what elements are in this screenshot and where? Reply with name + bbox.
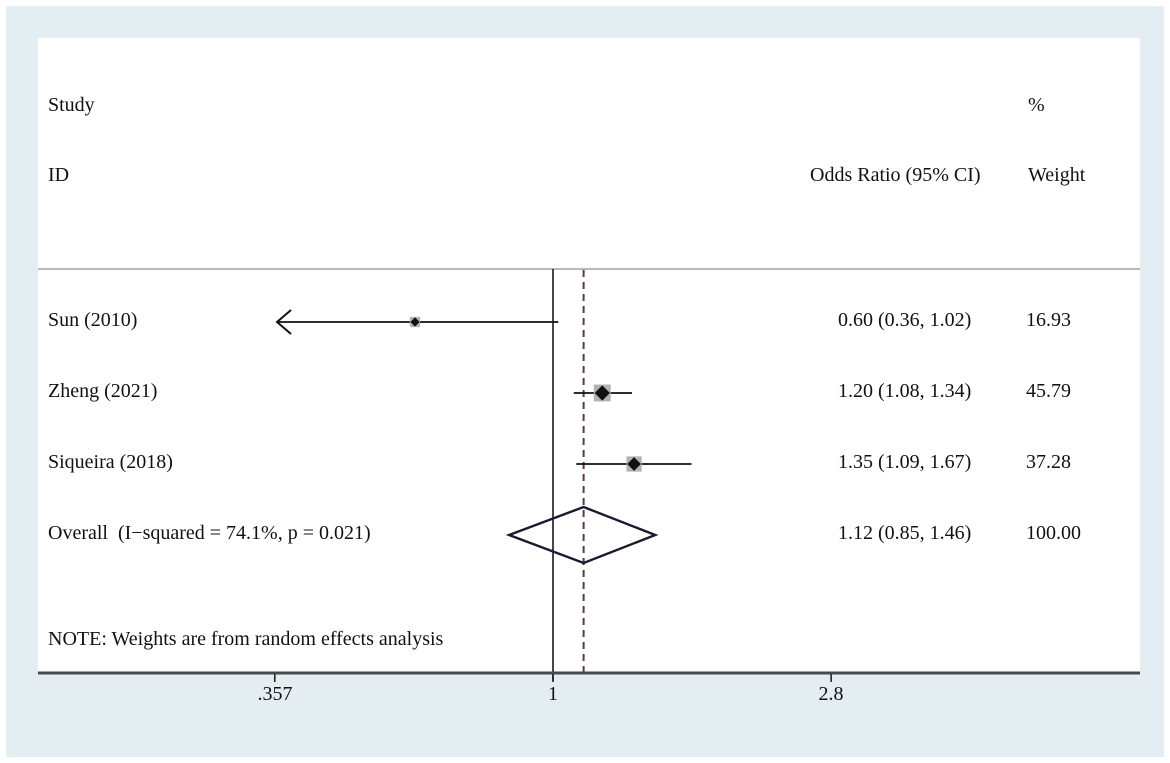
axis-tick-label: 1 xyxy=(548,683,558,705)
study-or-ci: 0.60 (0.36, 1.02) xyxy=(838,309,972,331)
study-or-ci: 1.35 (1.09, 1.67) xyxy=(838,451,972,473)
header-id: ID xyxy=(48,164,70,186)
study-label: Siqueira (2018) xyxy=(48,451,173,473)
plot-panel xyxy=(38,38,1140,673)
overall-weight: 100.00 xyxy=(1026,522,1081,544)
random-effects-note: NOTE: Weights are from random effects an… xyxy=(48,628,444,650)
study-weight: 37.28 xyxy=(1026,451,1071,473)
axis-tick-label: .357 xyxy=(257,683,293,705)
ci-left-arrow xyxy=(275,309,292,335)
header-percent: % xyxy=(1028,94,1045,116)
header-odds-ratio: Odds Ratio (95% CI) xyxy=(810,164,981,186)
study-label: Sun (2010) xyxy=(48,309,138,331)
study-weight: 45.79 xyxy=(1026,380,1071,402)
study-or-ci: 1.20 (1.08, 1.34) xyxy=(838,380,972,402)
overall-diamond xyxy=(505,505,659,565)
header-study: Study xyxy=(48,94,95,116)
axis-tick-label: 2.8 xyxy=(818,683,844,705)
study-weight: 16.93 xyxy=(1026,309,1071,331)
point-estimate-diamond xyxy=(410,317,420,327)
point-estimate-diamond xyxy=(594,385,610,401)
overall-or-ci: 1.12 (0.85, 1.46) xyxy=(838,522,972,544)
point-estimate-diamond xyxy=(627,457,641,471)
overall-label: Overall (I−squared = 74.1%, p = 0.021) xyxy=(48,522,371,544)
study-label: Zheng (2021) xyxy=(48,380,158,402)
header-weight: Weight xyxy=(1028,164,1086,186)
